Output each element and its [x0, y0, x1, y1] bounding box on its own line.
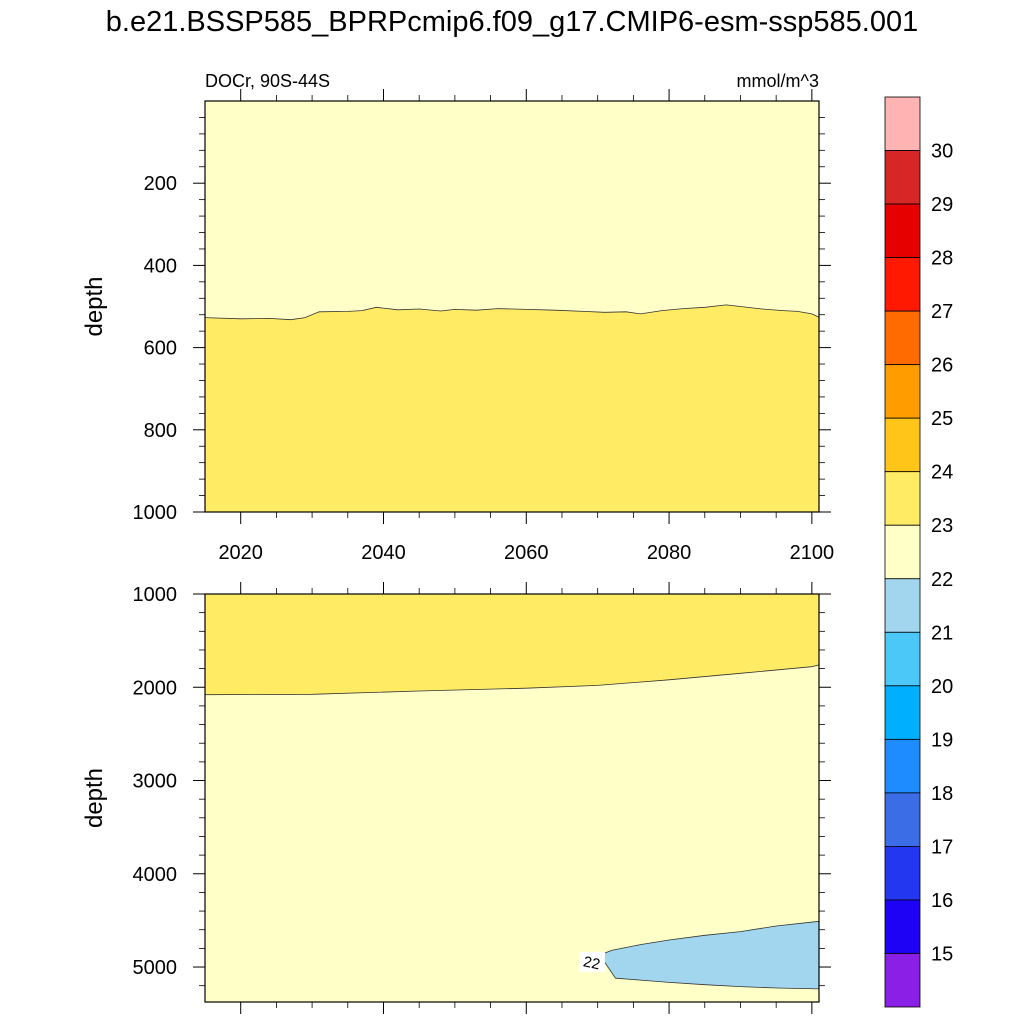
- colorbar-box: [884, 150, 921, 205]
- colorbar-label: 30: [931, 141, 953, 163]
- colorbar-label: 27: [931, 301, 953, 323]
- upper-tick-labels: 2020 2040 2060 2080 2100 200 400 600 800 1000: [133, 173, 835, 564]
- colorbar-box: [884, 203, 921, 258]
- colorbar-label: 15: [931, 943, 953, 965]
- lower-ticks: [193, 582, 831, 1014]
- colorbar-box: [884, 257, 921, 312]
- colorbar-label: 24: [931, 462, 953, 484]
- colorbar-box: [884, 310, 921, 366]
- colorbar-box: [884, 953, 921, 1008]
- y-tick-label: 5000: [133, 957, 178, 979]
- colorbar-box: [884, 96, 921, 151]
- main-title: b.e21.BSSP585_BPRPcmip6.f09_g17.CMIP6-es…: [105, 6, 919, 38]
- colorbar-label: 25: [931, 408, 953, 430]
- upper-y-axis-label: depth: [81, 276, 108, 336]
- colorbar-box: [884, 792, 921, 847]
- colorbar-box: [884, 364, 921, 419]
- contour-label-22: 22: [578, 951, 605, 973]
- colorbar-box: [884, 738, 921, 794]
- y-tick-label: 4000: [133, 864, 178, 886]
- colorbar-box: [884, 578, 921, 633]
- y-tick-label: 1000: [133, 584, 178, 606]
- colorbar-box: [884, 524, 921, 580]
- y-tick-label: 200: [144, 173, 177, 195]
- lower-panel: 22 1000 2000 3000 4000 5000 depth: [81, 582, 831, 1014]
- colorbar-label: 21: [931, 622, 953, 644]
- x-tick-label: 2060: [504, 542, 549, 564]
- x-tick-label: 2040: [361, 542, 406, 564]
- colorbar-box: [884, 899, 921, 954]
- contour-label-text: 22: [582, 953, 602, 973]
- upper-ticks: [193, 89, 831, 524]
- colorbar-label: 16: [931, 890, 953, 912]
- y-tick-label: 1000: [133, 502, 178, 524]
- upper-region-23-24: [205, 304, 819, 512]
- colorbar-label: 18: [931, 783, 953, 805]
- lower-region-23-24: [205, 594, 819, 695]
- colorbar-label: 28: [931, 248, 953, 270]
- y-tick-label: 800: [144, 420, 177, 442]
- y-tick-label: 2000: [133, 677, 178, 699]
- colorbar-box: [884, 846, 921, 901]
- x-tick-label: 2100: [790, 542, 835, 564]
- colorbar: 15 16 17 18 19 20 21 22 23 24 25 26 27 28 29 30: [884, 96, 953, 1008]
- upper-right-label: mmol/m^3: [737, 71, 819, 91]
- upper-plot-frame: [204, 100, 820, 513]
- colorbar-box: [884, 471, 921, 526]
- colorbar-label: 17: [931, 836, 953, 858]
- colorbar-label: 29: [931, 194, 953, 216]
- colorbar-box: [884, 685, 921, 740]
- y-tick-label: 400: [144, 255, 177, 277]
- contour-label-background: [578, 951, 605, 972]
- colorbar-label: 20: [931, 676, 953, 698]
- colorbar-label: 19: [931, 729, 953, 751]
- colorbar-label: 26: [931, 355, 953, 377]
- colorbar-box: [884, 631, 921, 687]
- upper-contour-line: [204, 304, 820, 321]
- upper-left-label: DOCr, 90S-44S: [205, 71, 330, 91]
- lower-tick-labels: 1000 2000 3000 4000 5000: [133, 584, 178, 979]
- colorbar-labels: 15 16 17 18 19 20 21 22 23 24 25 26 27 28 29 30: [931, 141, 953, 966]
- lower-y-axis-label: depth: [81, 768, 108, 828]
- upper-panel: 2020 2040 2060 2080 2100 200 400 600 800 1000 DOC…: [81, 71, 834, 564]
- x-tick-label: 2080: [647, 542, 692, 564]
- colorbar-box: [884, 417, 921, 473]
- y-tick-label: 3000: [133, 771, 178, 793]
- y-tick-label: 600: [144, 338, 177, 360]
- colorbar-label: 23: [931, 515, 953, 537]
- lower-plot-frame: [204, 593, 820, 1003]
- lower-contour-line-23: [204, 664, 820, 696]
- x-tick-label: 2020: [218, 542, 263, 564]
- colorbar-boxes: [884, 96, 921, 1008]
- colorbar-label: 22: [931, 569, 953, 591]
